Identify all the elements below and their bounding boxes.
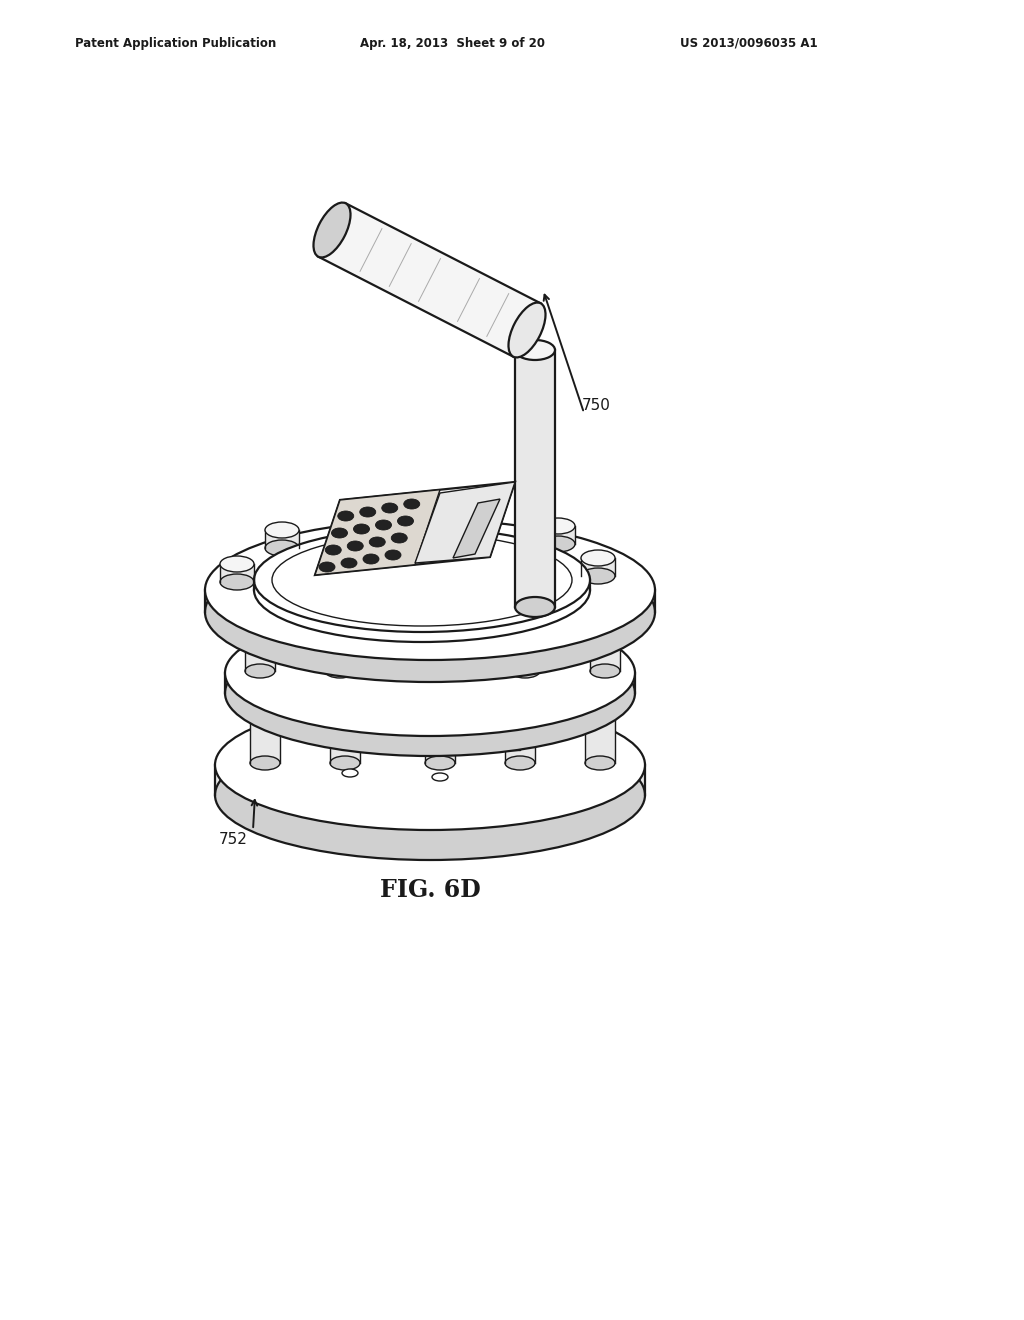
Polygon shape xyxy=(425,686,455,763)
Ellipse shape xyxy=(541,536,575,552)
Text: 750: 750 xyxy=(582,397,611,412)
Ellipse shape xyxy=(319,562,335,572)
Ellipse shape xyxy=(425,756,455,770)
Polygon shape xyxy=(245,610,275,671)
Polygon shape xyxy=(315,482,515,576)
Ellipse shape xyxy=(510,603,540,616)
Ellipse shape xyxy=(581,568,615,583)
Polygon shape xyxy=(205,590,655,612)
Ellipse shape xyxy=(342,770,358,777)
Text: 752: 752 xyxy=(219,833,248,847)
Polygon shape xyxy=(220,564,254,582)
Ellipse shape xyxy=(220,574,254,590)
Polygon shape xyxy=(330,686,360,763)
Ellipse shape xyxy=(205,543,655,682)
Ellipse shape xyxy=(510,664,540,678)
Ellipse shape xyxy=(359,507,376,517)
Text: FIG. 6D: FIG. 6D xyxy=(380,878,480,902)
Polygon shape xyxy=(355,715,406,750)
Ellipse shape xyxy=(225,630,635,756)
Ellipse shape xyxy=(205,520,655,660)
Ellipse shape xyxy=(397,516,414,525)
Ellipse shape xyxy=(265,540,299,556)
Ellipse shape xyxy=(353,524,370,535)
Ellipse shape xyxy=(391,533,408,543)
Ellipse shape xyxy=(347,541,364,550)
Ellipse shape xyxy=(341,558,357,568)
Polygon shape xyxy=(355,709,417,715)
Ellipse shape xyxy=(515,341,555,360)
Ellipse shape xyxy=(245,664,275,678)
Ellipse shape xyxy=(370,537,385,546)
Ellipse shape xyxy=(330,756,360,770)
Ellipse shape xyxy=(505,756,535,770)
Ellipse shape xyxy=(254,528,590,632)
Polygon shape xyxy=(515,350,555,607)
Ellipse shape xyxy=(581,550,615,566)
Ellipse shape xyxy=(215,730,645,861)
Polygon shape xyxy=(465,715,520,750)
Ellipse shape xyxy=(432,774,449,781)
Polygon shape xyxy=(541,525,575,544)
Ellipse shape xyxy=(425,603,455,616)
Ellipse shape xyxy=(332,528,347,539)
Ellipse shape xyxy=(338,511,353,521)
Ellipse shape xyxy=(509,302,546,358)
Ellipse shape xyxy=(585,756,615,770)
Ellipse shape xyxy=(225,610,635,737)
Ellipse shape xyxy=(325,664,355,678)
Ellipse shape xyxy=(541,517,575,535)
Ellipse shape xyxy=(425,680,455,694)
Ellipse shape xyxy=(220,556,254,572)
Ellipse shape xyxy=(515,597,555,616)
Polygon shape xyxy=(505,686,535,763)
Polygon shape xyxy=(250,686,280,763)
Polygon shape xyxy=(215,766,645,795)
Ellipse shape xyxy=(215,700,645,830)
Ellipse shape xyxy=(425,664,455,678)
Polygon shape xyxy=(325,610,355,671)
Polygon shape xyxy=(265,531,299,548)
Ellipse shape xyxy=(362,554,379,564)
Ellipse shape xyxy=(585,680,615,694)
Ellipse shape xyxy=(245,603,275,616)
Text: US 2013/0096035 A1: US 2013/0096035 A1 xyxy=(680,37,817,50)
Polygon shape xyxy=(318,203,541,356)
Ellipse shape xyxy=(382,503,397,513)
Polygon shape xyxy=(406,709,417,750)
Ellipse shape xyxy=(590,603,620,616)
Ellipse shape xyxy=(326,545,341,554)
Ellipse shape xyxy=(385,550,401,560)
Polygon shape xyxy=(425,610,455,671)
Text: Patent Application Publication: Patent Application Publication xyxy=(75,37,276,50)
Text: Apr. 18, 2013  Sheet 9 of 20: Apr. 18, 2013 Sheet 9 of 20 xyxy=(360,37,545,50)
Polygon shape xyxy=(465,709,532,715)
Ellipse shape xyxy=(254,539,590,642)
Ellipse shape xyxy=(250,680,280,694)
Polygon shape xyxy=(254,579,590,590)
Polygon shape xyxy=(510,610,540,671)
Ellipse shape xyxy=(265,521,299,539)
Ellipse shape xyxy=(505,680,535,694)
Polygon shape xyxy=(520,709,532,750)
Polygon shape xyxy=(225,673,635,693)
Polygon shape xyxy=(581,558,615,576)
Polygon shape xyxy=(590,610,620,671)
Ellipse shape xyxy=(376,520,391,531)
Polygon shape xyxy=(415,482,515,564)
Ellipse shape xyxy=(330,680,360,694)
Ellipse shape xyxy=(325,603,355,616)
Polygon shape xyxy=(585,686,615,763)
Ellipse shape xyxy=(250,756,280,770)
Ellipse shape xyxy=(403,499,420,510)
Ellipse shape xyxy=(313,202,350,257)
Polygon shape xyxy=(453,499,500,558)
Ellipse shape xyxy=(590,664,620,678)
Polygon shape xyxy=(315,490,440,576)
